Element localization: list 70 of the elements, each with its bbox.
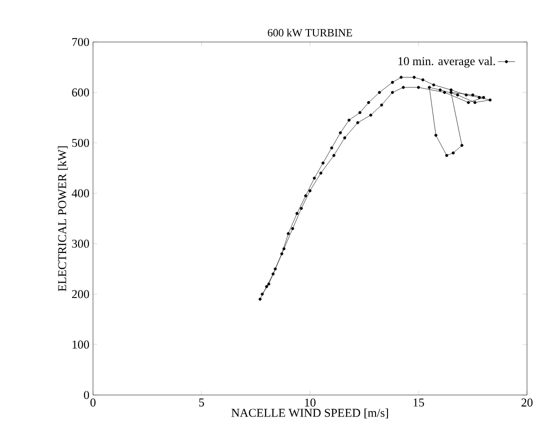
point [358,111,362,114]
y-axis-title: ELECTRICAL POWER [kW] [58,146,68,292]
y-tick-label: 700 [72,38,90,46]
point [402,86,405,90]
point [450,91,453,94]
point [338,131,342,134]
point [330,146,334,150]
point [432,84,436,87]
point [464,94,468,97]
point [460,144,464,148]
point [488,98,492,102]
point [471,94,474,97]
point [267,282,270,286]
point [291,227,294,230]
y-tick-label: 0 [84,391,90,400]
point [452,152,455,155]
x-tick-label: 5 [199,398,204,407]
y-tick-label: 300 [72,240,90,248]
point [445,154,448,158]
point [322,162,325,165]
y-tick-label: 600 [72,88,90,97]
point [295,212,298,216]
point [304,194,308,198]
y-tick-label: 200 [72,290,90,298]
point [280,252,284,256]
point [390,81,394,84]
point [478,96,481,100]
point [272,272,275,276]
point [348,118,351,122]
point [417,86,420,90]
point [412,76,416,79]
x-axis-title: NACELLE WIND SPEED [m/s] [231,408,388,418]
point [308,189,312,192]
legend-label: 10 min. average val. [398,56,495,68]
x-tick-label: 10 [305,398,316,407]
point [466,101,470,104]
x-tick-label: 20 [522,398,533,407]
point [450,88,453,92]
point [473,101,476,104]
point [319,172,322,175]
point [265,285,268,288]
point [367,101,370,104]
point [443,91,446,94]
point [378,91,381,94]
point [343,136,346,140]
point [356,121,360,124]
point [456,94,460,97]
point [438,88,442,92]
point [428,86,431,90]
point [390,91,394,94]
x-tick-label: 15 [414,398,424,407]
point [312,176,316,180]
point [332,154,336,158]
y-tick-label: 100 [72,340,90,349]
point [482,96,486,100]
chart-title: 600 kW TURBINE [268,28,352,37]
point [300,207,303,210]
point [274,268,277,271]
point [400,76,403,79]
y-tick-label: 500 [72,138,90,148]
y-tick-label: 400 [72,189,90,198]
point [260,292,264,296]
point [282,247,286,250]
point [258,298,262,301]
point [369,114,372,117]
point [380,104,384,107]
point [286,232,290,236]
point [421,78,424,82]
x-tick-label: 0 [90,398,96,407]
point [434,134,438,137]
